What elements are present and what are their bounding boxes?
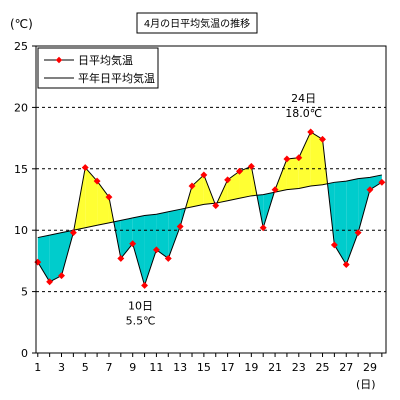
daily-marker-23 <box>295 154 303 162</box>
daily-marker-13 <box>176 222 184 231</box>
daily-marker-8 <box>117 254 125 262</box>
legend-swatch-daily-marker <box>55 56 63 64</box>
above-normal-area <box>97 181 109 226</box>
daily-marker-20 <box>259 224 267 232</box>
y-tick-label-15: 15 <box>14 163 28 176</box>
below-normal-area <box>49 232 62 282</box>
y-unit-label: (℃) <box>10 17 33 31</box>
below-normal-area <box>144 214 157 286</box>
x-tick-label-11: 11 <box>149 361 163 374</box>
x-tick-label-1: 1 <box>34 361 41 374</box>
normal-temperature-line <box>37 174 382 239</box>
x-tick-label-17: 17 <box>221 361 235 374</box>
above-normal-area <box>286 157 299 190</box>
x-tick-label-19: 19 <box>244 361 258 374</box>
daily-marker-9 <box>129 240 137 248</box>
daily-marker-15 <box>200 171 208 179</box>
x-unit-label: (日) <box>356 378 376 391</box>
above-normal-area <box>192 174 204 207</box>
below-normal-area <box>156 211 169 259</box>
y-tick-label-20: 20 <box>14 101 28 114</box>
above-normal-area <box>310 131 323 186</box>
y-tick-label-5: 5 <box>21 286 28 299</box>
legend-box <box>37 47 159 89</box>
x-tick-label-23: 23 <box>292 361 306 374</box>
daily-marker-27 <box>342 261 350 269</box>
daily-marker-4 <box>69 229 77 237</box>
above-normal-area <box>227 171 240 201</box>
below-normal-area <box>37 235 50 282</box>
daily-marker-3 <box>57 272 66 280</box>
gridlines <box>36 106 386 293</box>
y-tick-label-0: 0 <box>21 347 28 360</box>
annotation-day-10: 10日 <box>128 299 153 312</box>
below-normal-area <box>369 174 382 190</box>
chart-title: 4月の日平均気温の推移 <box>144 17 250 30</box>
daily-marker-22 <box>283 155 291 163</box>
daily-marker-11 <box>152 246 160 254</box>
annotation-day-24: 24日 <box>291 92 316 105</box>
legend-label-daily: 日平均気温 <box>78 53 133 67</box>
x-tick-label-25: 25 <box>316 361 330 374</box>
daily-marker-30 <box>378 178 386 186</box>
deviation-fill-layer <box>37 131 382 286</box>
daily-marker-25 <box>318 135 327 143</box>
daily-marker-10 <box>141 281 149 290</box>
daily-marker-17 <box>224 176 232 184</box>
daily-temperature-line <box>37 131 383 288</box>
below-normal-area <box>334 181 347 265</box>
x-tick-label-3: 3 <box>58 361 65 374</box>
daily-marker-2 <box>46 278 54 286</box>
daily-marker-24 <box>307 128 315 136</box>
daily-marker-21 <box>271 186 279 194</box>
daily-marker-5 <box>81 164 89 172</box>
daily-marker-18 <box>235 167 244 175</box>
y-tick-label-10: 10 <box>14 224 28 237</box>
x-tick-label-5: 5 <box>82 361 89 374</box>
daily-markers <box>34 128 386 290</box>
x-tick-label-7: 7 <box>105 361 112 374</box>
below-normal-area <box>358 177 370 233</box>
daily-marker-12 <box>164 254 172 262</box>
above-normal-area <box>239 166 252 199</box>
below-normal-area <box>120 217 133 259</box>
below-normal-area <box>132 215 145 286</box>
x-tick-label-13: 13 <box>173 361 187 374</box>
x-tick-label-9: 9 <box>129 361 136 374</box>
daily-marker-16 <box>212 202 220 210</box>
x-tick-label-21: 21 <box>268 361 282 374</box>
daily-marker-26 <box>330 241 338 249</box>
annotation-value-24: 18.0℃ <box>285 107 322 120</box>
x-tick-label-29: 29 <box>363 361 377 374</box>
x-tick-label-15: 15 <box>197 361 211 374</box>
y-tick-label-25: 25 <box>14 40 28 53</box>
annotation-value-10: 5.5℃ <box>126 314 156 327</box>
legend-label-normal: 平年日平均気温 <box>78 71 155 85</box>
plot-frame <box>35 45 387 354</box>
daily-marker-29 <box>366 186 374 194</box>
daily-marker-14 <box>188 182 196 190</box>
daily-marker-7 <box>105 193 113 201</box>
above-normal-area <box>298 131 311 189</box>
axes <box>32 45 387 357</box>
x-tick-label-27: 27 <box>339 361 353 374</box>
daily-marker-6 <box>93 177 101 185</box>
chart-title-box <box>136 12 258 34</box>
daily-marker-28 <box>354 229 362 237</box>
series-lines <box>37 131 383 288</box>
daily-marker-19 <box>247 162 255 170</box>
above-normal-area <box>85 167 98 228</box>
below-normal-area <box>168 209 181 259</box>
below-normal-area <box>346 178 359 265</box>
